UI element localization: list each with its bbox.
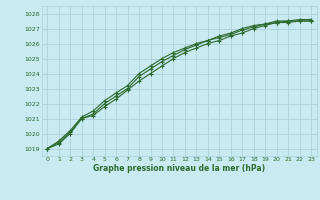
X-axis label: Graphe pression niveau de la mer (hPa): Graphe pression niveau de la mer (hPa): [93, 164, 265, 173]
